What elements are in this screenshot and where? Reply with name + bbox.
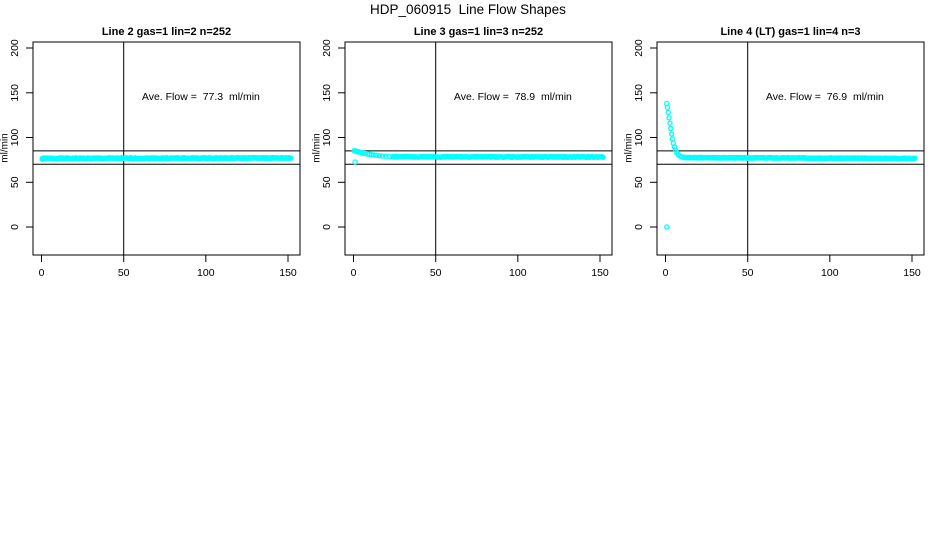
- x-tick-label: 0: [39, 267, 45, 279]
- y-tick-label: 100: [321, 129, 333, 147]
- y-tick-label: 150: [9, 84, 21, 102]
- x-tick-label: 50: [742, 267, 754, 279]
- reference-lines: [33, 42, 300, 255]
- plot-box: [656, 41, 925, 256]
- panel-title: Line 2 gas=1 lin=2 n=252: [102, 26, 231, 38]
- y-tick-label: 200: [633, 39, 645, 57]
- x-tick-label: 0: [663, 267, 669, 279]
- y-tick-label: 0: [321, 224, 333, 230]
- x-tick-label: 50: [430, 267, 442, 279]
- panel-title: Line 3 gas=1 lin=3 n=252: [414, 26, 543, 38]
- x-axis: 0 50 100 150: [351, 255, 609, 279]
- x-tick-label: 150: [903, 267, 921, 279]
- reference-lines: [657, 42, 924, 255]
- x-tick-label: 0: [351, 267, 357, 279]
- flow-panel-1: Line 2 gas=1 lin=2 n=252 0 50 100 150 200 ml/m…: [0, 26, 301, 279]
- ave-flow-annotation: Ave. Flow = 76.9 ml/min: [766, 91, 884, 103]
- panels-container: Line 2 gas=1 lin=2 n=252 0 50 100 150 200 ml/m…: [0, 20, 936, 294]
- reference-lines: [345, 42, 612, 255]
- y-tick-label: 100: [9, 129, 21, 147]
- flow-panel-2: Line 3 gas=1 lin=3 n=252 0 50 100 150 200 ml/m…: [312, 26, 613, 279]
- plot-box: [344, 41, 613, 256]
- y-tick-label: 150: [633, 84, 645, 102]
- x-tick-label: 100: [821, 267, 839, 279]
- y-tick-label: 0: [633, 224, 645, 230]
- data-points: [664, 100, 918, 230]
- page-title: HDP_060915 Line Flow Shapes: [370, 2, 566, 17]
- y-tick-label: 150: [321, 84, 333, 102]
- x-tick-label: 100: [197, 267, 215, 279]
- y-tick-label: 0: [9, 224, 21, 230]
- panel-title: Line 4 (LT) gas=1 lin=4 n=3: [720, 26, 860, 38]
- y-axis: 0 50 100 150 200 ml/min: [312, 39, 345, 230]
- flow-panel-3: Line 4 (LT) gas=1 lin=4 n=3 0 50 100 150 200 m…: [624, 26, 925, 279]
- ave-flow-annotation: Ave. Flow = 78.9 ml/min: [454, 91, 572, 103]
- data-points: [39, 154, 294, 162]
- x-tick-label: 50: [118, 267, 130, 279]
- y-tick-label: 200: [9, 39, 21, 57]
- y-axis: 0 50 100 150 200 ml/min: [0, 39, 33, 230]
- y-axis: 0 50 100 150 200 ml/min: [624, 39, 657, 230]
- y-axis-label: ml/min: [624, 133, 635, 162]
- y-tick-label: 200: [321, 39, 333, 57]
- y-tick-label: 50: [321, 176, 333, 188]
- y-tick-label: 50: [9, 176, 21, 188]
- data-points: [351, 147, 606, 165]
- x-tick-label: 150: [591, 267, 609, 279]
- plot-box: [32, 41, 301, 256]
- y-axis-label: ml/min: [0, 133, 11, 162]
- y-tick-label: 50: [633, 176, 645, 188]
- y-tick-label: 100: [633, 129, 645, 147]
- ave-flow-annotation: Ave. Flow = 77.3 ml/min: [142, 91, 260, 103]
- x-tick-label: 100: [509, 267, 527, 279]
- x-tick-label: 150: [279, 267, 297, 279]
- y-axis-label: ml/min: [312, 133, 323, 162]
- x-axis: 0 50 100 150: [39, 255, 297, 279]
- x-axis: 0 50 100 150: [663, 255, 921, 279]
